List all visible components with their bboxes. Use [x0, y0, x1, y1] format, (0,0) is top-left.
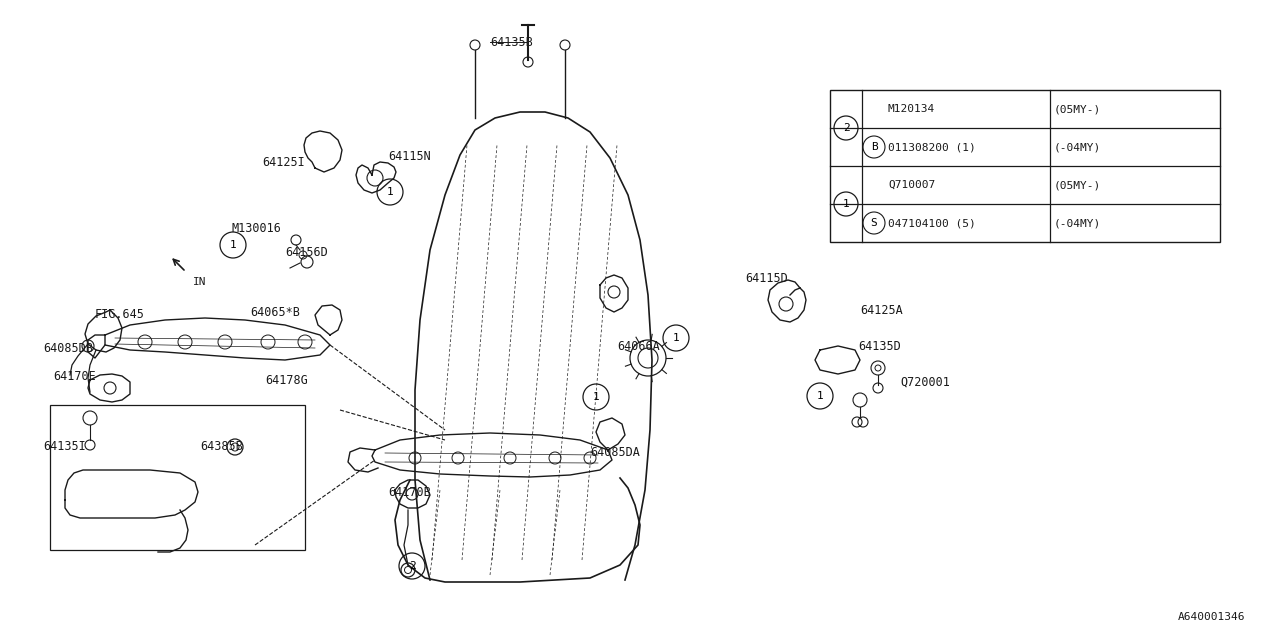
Text: 2: 2 — [408, 561, 416, 571]
Text: 64135D: 64135D — [858, 340, 901, 353]
Text: 047104100 (5): 047104100 (5) — [888, 218, 975, 228]
Text: 64125I: 64125I — [262, 156, 305, 168]
Text: IN: IN — [193, 277, 206, 287]
Text: 1: 1 — [387, 187, 393, 197]
Text: 64066A: 64066A — [617, 339, 659, 353]
Text: FIG.645: FIG.645 — [95, 308, 145, 321]
Text: 1: 1 — [817, 391, 823, 401]
Text: 64135B: 64135B — [490, 35, 532, 49]
Text: 1: 1 — [842, 199, 850, 209]
Text: (-04MY): (-04MY) — [1053, 218, 1101, 228]
Text: B: B — [870, 142, 877, 152]
Text: 64385B: 64385B — [200, 440, 243, 454]
Text: 64065*B: 64065*B — [250, 307, 300, 319]
Text: 64125A: 64125A — [860, 303, 902, 317]
Text: 64170E: 64170E — [52, 369, 96, 383]
Text: 1: 1 — [593, 392, 599, 402]
Text: Q720001: Q720001 — [900, 376, 950, 388]
Text: 64115N: 64115N — [388, 150, 431, 163]
Text: Q710007: Q710007 — [888, 180, 936, 190]
Text: 64156D: 64156D — [285, 246, 328, 259]
Text: 64170B: 64170B — [388, 486, 431, 499]
Text: M120134: M120134 — [888, 104, 936, 114]
Text: (05MY-): (05MY-) — [1053, 180, 1101, 190]
Text: (-04MY): (-04MY) — [1053, 142, 1101, 152]
Text: (05MY-): (05MY-) — [1053, 104, 1101, 114]
Text: A640001346: A640001346 — [1178, 612, 1245, 622]
Text: 64115D: 64115D — [745, 271, 787, 285]
Bar — [50, 405, 305, 550]
Text: 1: 1 — [229, 240, 237, 250]
Bar — [829, 90, 1220, 242]
Text: S: S — [870, 218, 877, 228]
Text: M130016: M130016 — [232, 221, 282, 234]
Text: 2: 2 — [842, 123, 850, 133]
Text: 1: 1 — [672, 333, 680, 343]
Text: 64178G: 64178G — [265, 374, 307, 387]
Text: 64085DA: 64085DA — [590, 447, 640, 460]
Text: 64085DB: 64085DB — [44, 342, 93, 355]
Text: 64135I: 64135I — [44, 440, 86, 454]
Text: 011308200 (1): 011308200 (1) — [888, 142, 975, 152]
